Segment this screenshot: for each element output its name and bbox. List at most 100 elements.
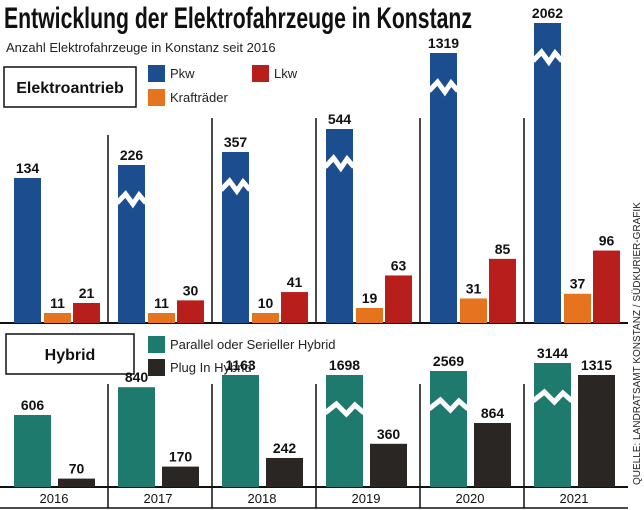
bar-kraftraeder-2017: 11: [148, 295, 175, 323]
year-label-2016: 2016: [40, 491, 69, 506]
bar-pkw-2021-rect: [534, 23, 561, 323]
bar-kraftraeder-2018-rect: [252, 313, 279, 323]
bar-plugin-2021: 1315: [578, 357, 615, 487]
bar-lkw-2021-value: 96: [599, 233, 615, 249]
bar-pkw-2017: 226: [115, 147, 148, 323]
bar-kraftraeder-2016-value: 11: [50, 295, 65, 311]
bar-kraftraeder-2021-value: 37: [570, 276, 586, 292]
bar-lkw-2019: 63: [385, 257, 412, 323]
bar-kraftraeder-2017-value: 11: [154, 295, 169, 311]
bar-lkw-2019-value: 63: [391, 257, 407, 273]
section-label-hybrid: Hybrid: [45, 347, 96, 364]
year-label-2017: 2017: [144, 491, 173, 506]
bar-hybrid-2021: 3144: [531, 345, 574, 487]
grid: [0, 118, 628, 509]
chart-title: Entwicklung der Elektrofahrzeuge in Kons…: [4, 2, 472, 35]
bar-hybrid-2017: 840: [118, 369, 155, 487]
legend-label-kraftraeder: Krafträder: [170, 90, 228, 105]
bar-plugin-2017: 170: [162, 449, 199, 487]
bar-kraftraeder-2019: 19: [356, 290, 383, 323]
legend-label-lkw: Lkw: [274, 66, 298, 81]
bar-lkw-2017-rect: [177, 300, 204, 323]
bar-plugin-2017-rect: [162, 466, 199, 487]
bar-hybrid-2018: 1163: [222, 357, 259, 487]
bar-lkw-2016: 21: [73, 285, 100, 323]
bar-lkw-2016-value: 21: [79, 285, 95, 301]
axis-break-mark: [219, 177, 252, 196]
bar-plugin-2020-rect: [474, 423, 511, 487]
bar-hybrid-2020: 2569: [427, 353, 470, 487]
bar-kraftraeder-2017-rect: [148, 313, 175, 323]
bar-plugin-2020-value: 864: [481, 405, 505, 421]
bar-lkw-2021: 96: [593, 233, 620, 323]
axis-break-mark: [427, 396, 470, 414]
bar-lkw-2016-rect: [73, 303, 100, 323]
bar-pkw-2020-value: 1319: [428, 35, 459, 51]
bar-lkw-2017: 30: [177, 282, 204, 323]
chart-subtitle: Anzahl Elektrofahrzeuge in Konstanz seit…: [6, 40, 276, 55]
legend-swatch-lkw: [252, 65, 269, 82]
bar-hybrid-2016-value: 606: [21, 397, 45, 413]
bar-hybrid-2020-rect: [430, 371, 467, 487]
legend-label-pkw: Pkw: [170, 66, 195, 81]
axis-break-mark: [531, 48, 564, 67]
bar-lkw-2020: 85: [489, 241, 516, 323]
bar-pkw-2016: 134: [14, 160, 41, 323]
bar-kraftraeder-2016-rect: [44, 313, 71, 323]
bar-hybrid-2016: 606: [14, 397, 51, 487]
legend-swatch-kraftraeder: [148, 89, 165, 106]
year-label-2020: 2020: [456, 491, 485, 506]
bar-kraftraeder-2020: 31: [460, 280, 487, 323]
bar-plugin-2019: 360: [370, 426, 407, 487]
bar-pkw-2018-rect: [222, 152, 249, 323]
bar-lkw-2019-rect: [385, 275, 412, 323]
bar-hybrid-2017-rect: [118, 387, 155, 487]
year-label-2018: 2018: [248, 491, 277, 506]
bar-pkw-2018-value: 357: [224, 134, 248, 150]
bar-hybrid-2021-rect: [534, 363, 571, 487]
section-label-elektro: Elektroantrieb: [16, 80, 124, 97]
source-note: QUELLE: LANDRATSAMT KONSTANZ / SÜDKURIER…: [631, 202, 643, 485]
legend-swatch-hybrid: [148, 336, 165, 353]
bar-plugin-2016: 70: [58, 461, 95, 487]
bar-plugin-2020: 864: [474, 405, 511, 487]
bar-pkw-2016-value: 134: [16, 160, 40, 176]
bar-plugin-2018-value: 242: [273, 440, 297, 456]
bar-pkw-2018: 357: [219, 134, 252, 323]
bar-hybrid-2016-rect: [14, 415, 51, 487]
bar-plugin-2016-value: 70: [69, 461, 85, 477]
bar-plugin-2021-rect: [578, 375, 615, 487]
bar-plugin-2019-rect: [370, 443, 407, 487]
axis-break-mark: [323, 154, 356, 173]
bar-hybrid-2021-value: 3144: [537, 345, 568, 361]
year-labels: 2016 2017 2018 2019 2020 2021: [40, 491, 589, 506]
bars: 134 11 21 226 11 30 357 10 41 544 19 63 1319 31 85 2062…: [14, 5, 620, 487]
bar-pkw-2017-value: 226: [120, 147, 144, 163]
bar-plugin-2017-value: 170: [169, 449, 193, 465]
bar-hybrid-2018-rect: [222, 375, 259, 487]
axis-break-mark: [323, 400, 366, 418]
bar-plugin-2016-rect: [58, 478, 95, 487]
bar-kraftraeder-2018-value: 10: [258, 295, 274, 311]
legend-swatch-plugin: [148, 359, 165, 376]
bar-plugin-2019-value: 360: [377, 426, 401, 442]
bar-lkw-2020-value: 85: [495, 241, 511, 257]
bar-hybrid-2020-value: 2569: [433, 353, 464, 369]
bar-kraftraeder-2018: 10: [252, 295, 279, 323]
bar-pkw-2017-rect: [118, 165, 145, 323]
section-label-box-hybrid: [5, 333, 135, 375]
bar-pkw-2021: 2062: [531, 5, 564, 323]
year-label-2019: 2019: [352, 491, 381, 506]
bar-pkw-2020-rect: [430, 53, 457, 323]
bar-kraftraeder-2021: 37: [564, 276, 591, 323]
bar-pkw-2021-value: 2062: [532, 5, 563, 21]
bar-lkw-2017-value: 30: [183, 282, 199, 298]
bar-pkw-2019: 544: [323, 111, 356, 323]
bar-kraftraeder-2020-value: 31: [466, 280, 482, 296]
bar-pkw-2019-value: 544: [328, 111, 352, 127]
year-label-2021: 2021: [560, 491, 589, 506]
bar-lkw-2018-rect: [281, 292, 308, 323]
bar-plugin-2018-rect: [266, 457, 303, 487]
bar-hybrid-2019: 1698: [323, 357, 366, 487]
